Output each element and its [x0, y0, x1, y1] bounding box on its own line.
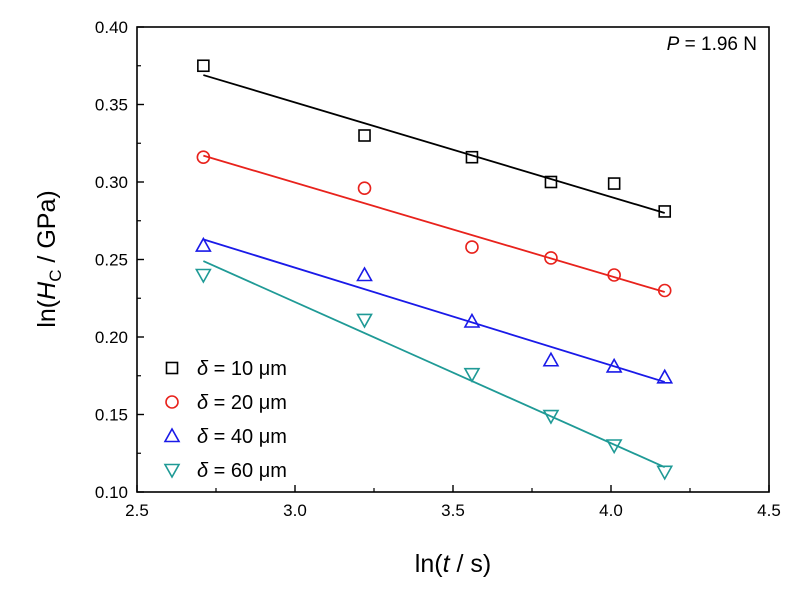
legend-label-series-1: δ = 10 μm [197, 358, 287, 380]
legend-marker-series-1 [165, 361, 179, 375]
data-point-series-4 [463, 367, 481, 383]
fit-line-series-1 [203, 74, 665, 214]
legend-label-series-2: δ = 20 μm [197, 392, 287, 414]
y-axis-title: ln(HC / GPa) [33, 190, 65, 327]
legend-value: = 60 μm [208, 460, 287, 482]
legend-marker-series-4 [163, 463, 181, 479]
data-point-series-4 [605, 439, 623, 455]
data-point-series-1 [358, 129, 371, 142]
annotation-rest: = 1.96 N [679, 34, 757, 55]
legend-label-series-3: δ = 40 μm [197, 426, 287, 448]
data-point-series-1 [544, 175, 558, 189]
y-tick-label: 0.20 [95, 328, 128, 347]
y-tick-label: 0.15 [95, 406, 128, 425]
fit-lines [202, 74, 666, 469]
legend-value: = 40 μm [208, 426, 287, 448]
legend-marker-series-2 [165, 395, 179, 409]
y-tick-label: 0.35 [95, 96, 128, 115]
fit-line-series-4 [202, 260, 666, 469]
data-point-series-2 [357, 181, 372, 195]
legend-marker-series-3 [163, 427, 181, 443]
data-point-series-2 [196, 150, 211, 164]
legend-value: = 10 μm [208, 358, 287, 380]
data-point-series-1 [465, 150, 479, 164]
plot-frame [136, 26, 770, 493]
x-axis-title-var: t [443, 550, 451, 578]
legend-symbol: δ [197, 426, 209, 448]
legend-symbol: δ [197, 358, 209, 380]
x-axis-title: ln(t / s) [415, 550, 491, 578]
data-point-series-4 [194, 268, 212, 284]
data-point-series-4 [356, 313, 373, 329]
y-axis-title-var: H [33, 281, 61, 300]
data-point-series-4 [542, 409, 560, 425]
annotation-italic: P [667, 34, 680, 55]
data-point-series-4 [656, 465, 674, 481]
axis-ticks: 2.5 3.0 3.5 4.0 4.5 0.10 0.15 0.20 0.25 0.30 0.35 0… [95, 18, 781, 520]
data-point-series-2 [657, 283, 672, 298]
x-tick-label: 3.5 [441, 501, 465, 520]
data-point-series-3 [656, 368, 674, 384]
y-tick-label: 0.30 [95, 173, 128, 192]
fit-line-series-3 [203, 238, 665, 383]
legend: δ = 10 μmδ = 20 μmδ = 40 μmδ = 60 μm [163, 358, 287, 482]
x-tick-label: 3.0 [283, 501, 307, 520]
data-point-series-3 [542, 351, 560, 367]
data-point-series-2 [544, 251, 558, 265]
fit-line-series-2 [203, 154, 665, 293]
data-point-series-2 [465, 240, 479, 254]
data-point-series-3 [463, 312, 481, 328]
data-point-series-3 [605, 357, 623, 373]
data-point-series-3 [356, 266, 373, 282]
data-point-series-1 [658, 205, 672, 218]
y-axis-title-rest: / GPa) [33, 190, 61, 269]
x-tick-label: 4.0 [599, 501, 623, 520]
legend-label-series-4: δ = 60 μm [197, 460, 287, 482]
legend-symbol: δ [197, 392, 209, 414]
annotation: P = 1.96 N [667, 34, 757, 55]
data-point-series-1 [197, 59, 210, 73]
legend-value: = 20 μm [208, 392, 287, 414]
data-point-series-2 [607, 268, 621, 282]
data-point-series-1 [607, 177, 621, 190]
y-tick-label: 0.40 [95, 18, 128, 37]
y-axis-title-sub: C [46, 270, 65, 282]
x-tick-label: 4.5 [757, 501, 781, 520]
data-markers [194, 59, 674, 481]
legend-symbol: δ [197, 460, 209, 482]
y-tick-label: 0.10 [95, 483, 128, 502]
x-tick-label: 2.5 [125, 501, 149, 520]
data-point-series-3 [194, 236, 212, 252]
y-tick-label: 0.25 [95, 251, 128, 270]
